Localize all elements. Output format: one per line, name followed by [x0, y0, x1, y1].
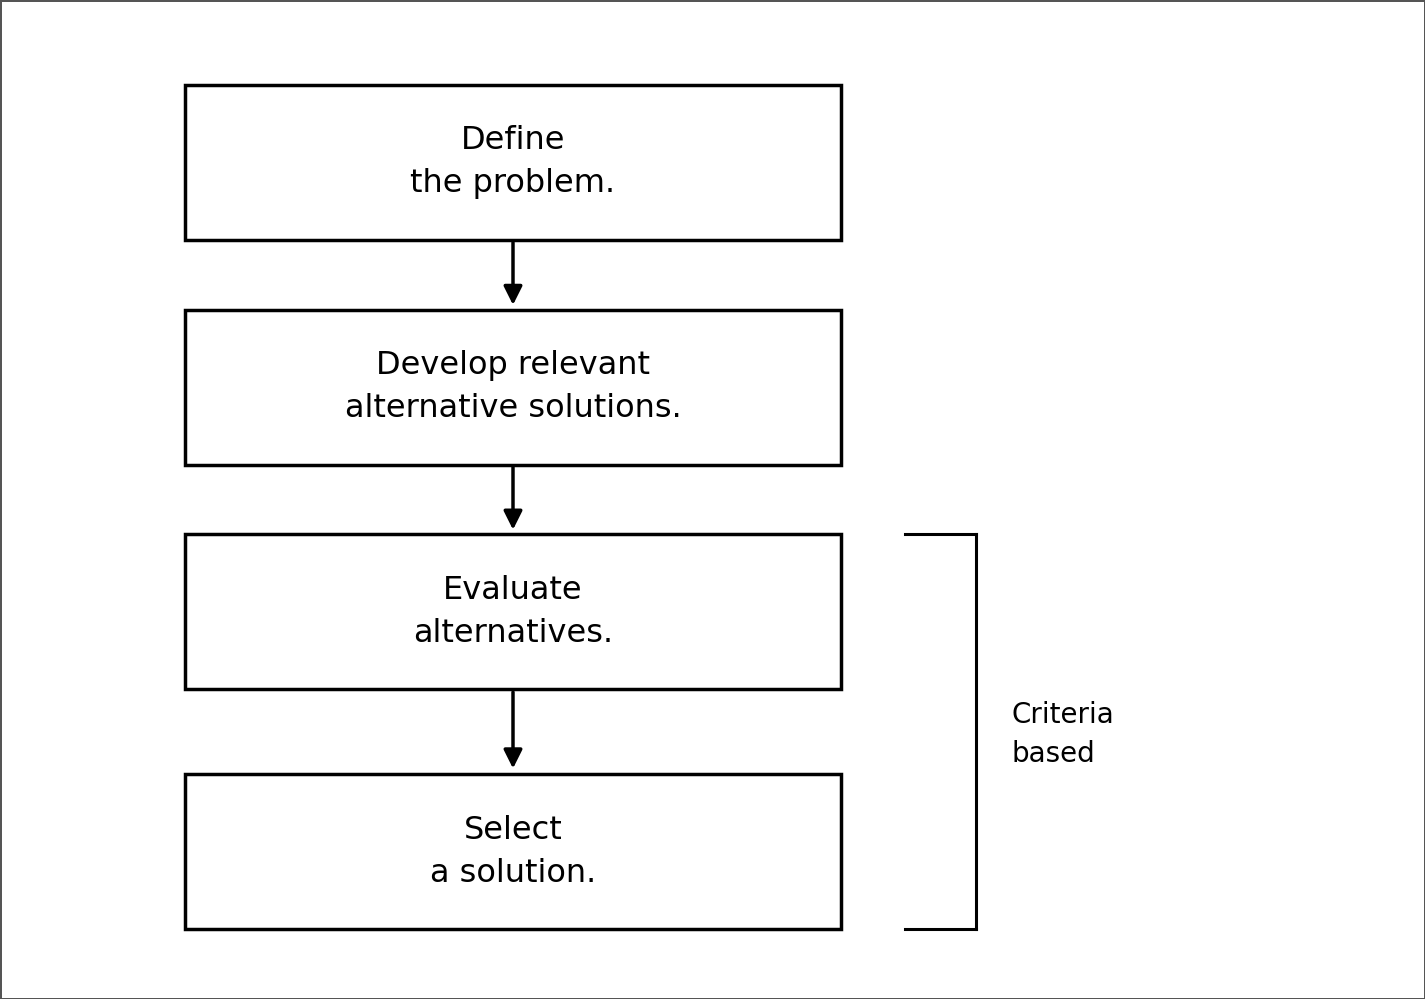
- Text: Develop relevant
alternative solutions.: Develop relevant alternative solutions.: [345, 350, 681, 425]
- Text: Select
a solution.: Select a solution.: [430, 814, 596, 889]
- Bar: [185, 534, 841, 689]
- Bar: [185, 774, 841, 929]
- Bar: [185, 85, 841, 240]
- Text: Evaluate
alternatives.: Evaluate alternatives.: [413, 574, 613, 649]
- Text: Criteria
based: Criteria based: [1012, 700, 1114, 768]
- Text: Define
the problem.: Define the problem.: [410, 125, 616, 200]
- Bar: [185, 310, 841, 465]
